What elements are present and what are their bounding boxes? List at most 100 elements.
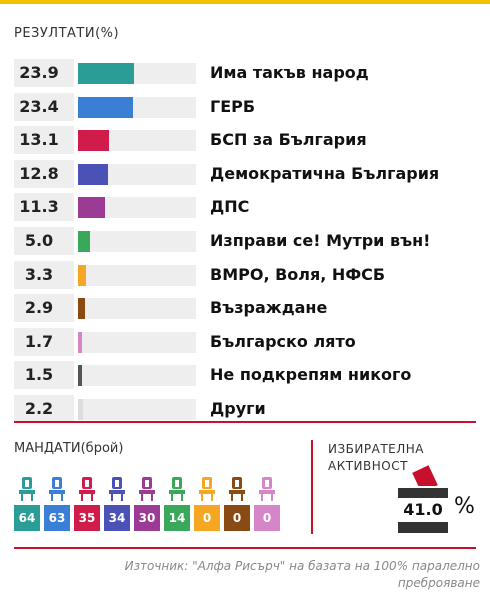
bar-track <box>78 365 196 387</box>
bar-track <box>78 331 196 353</box>
seat-count-value: 34 <box>104 505 130 531</box>
value-label: 23.9 <box>19 63 59 82</box>
chair-icon <box>109 477 125 501</box>
chair-icon <box>19 477 35 501</box>
value-box <box>14 59 74 87</box>
party-label: Демократична България <box>210 163 440 183</box>
bar-track <box>78 163 196 185</box>
results-title: РЕЗУЛТАТИ(%) <box>14 26 120 41</box>
result-row: 1.7 Българско лято <box>14 326 464 360</box>
party-label: ГЕРБ <box>210 96 256 116</box>
value-box <box>14 361 74 390</box>
value-label: 1.7 <box>24 331 54 351</box>
bar <box>78 63 135 84</box>
bar <box>78 365 82 387</box>
result-row: 12.8 Демократична България <box>14 158 464 192</box>
seat-count-value: 0 <box>254 505 280 531</box>
chair-icon <box>79 477 95 501</box>
bar-track <box>78 398 196 420</box>
party-label: ДПС <box>210 197 250 217</box>
bar-track <box>78 230 196 252</box>
result-row: 23.9 Има такъв народ <box>14 57 464 91</box>
bar <box>78 331 82 353</box>
top-accent-bar <box>0 0 490 4</box>
value-label: 23.4 <box>19 96 59 116</box>
seat-count-value: 30 <box>134 505 160 531</box>
result-row: 13.1 БСП за България <box>14 124 464 158</box>
results-chart: 23.9 Има такъв народ 23.4 ГЕРБ 13.1 БСП за Бъ… <box>14 57 464 427</box>
source-note: Източник: "Алфа Рисърч" на базата на 100… <box>124 559 480 590</box>
seat-count: 14 <box>164 475 190 533</box>
bar-track <box>78 130 196 152</box>
value-label: 2.2 <box>24 398 54 418</box>
bar <box>78 230 90 252</box>
result-row: 2.2 Други <box>14 393 464 427</box>
bar-track <box>78 264 196 286</box>
party-label: Други <box>210 398 266 418</box>
result-row: 23.4 ГЕРБ <box>14 91 464 125</box>
result-row: 3.3 ВМРО, Воля, НФСБ <box>14 259 464 293</box>
bar <box>78 264 86 286</box>
value-label: 5.0 <box>24 230 54 250</box>
bar <box>78 398 84 420</box>
chair-icon <box>139 477 155 501</box>
bar-track <box>78 96 196 118</box>
seat-count: 34 <box>104 475 130 533</box>
value-box <box>14 159 74 188</box>
value-label: 1.5 <box>24 365 54 385</box>
mandates-title: МАНДАТИ(брой) <box>14 441 124 456</box>
party-label: ВМРО, Воля, НФСБ <box>210 264 386 284</box>
chair-icon <box>199 477 215 501</box>
bar-track <box>78 298 196 320</box>
bar <box>78 197 105 219</box>
chair-icon <box>169 477 185 501</box>
seat-count: 0 <box>254 475 280 533</box>
bar <box>78 130 109 152</box>
chair-icon <box>259 477 275 501</box>
bar-track <box>78 197 196 219</box>
seat-count: 35 <box>74 475 100 533</box>
bar <box>78 298 85 320</box>
value-label: 11.3 <box>19 197 59 217</box>
result-row: 2.9 Възраждане <box>14 292 464 326</box>
result-row: 5.0 Изправи се! Мутри вън! <box>14 225 464 259</box>
chair-icon <box>229 477 245 501</box>
value-label: 12.8 <box>19 163 59 183</box>
bar-track <box>78 63 196 84</box>
seat-count-value: 14 <box>164 505 190 531</box>
value-box <box>14 327 74 356</box>
party-label: БСП за България <box>210 130 367 150</box>
seat-count: 0 <box>194 475 220 533</box>
party-label: Възраждане <box>210 298 328 318</box>
seat-count-value: 0 <box>194 505 220 531</box>
value-label: 13.1 <box>19 130 59 150</box>
value-label: 2.9 <box>24 298 54 318</box>
value-box <box>14 394 74 423</box>
result-row: 11.3 ДПС <box>14 191 464 225</box>
bar <box>78 163 109 185</box>
turnout-title: ИЗБИРАТЕЛНА АКТИВНОСТ <box>328 442 424 473</box>
seat-count: 0 <box>224 475 250 533</box>
party-label: Българско лято <box>210 331 356 351</box>
value-box <box>14 92 74 121</box>
seat-count: 64 <box>14 475 40 533</box>
turnout-unit: % <box>454 494 475 519</box>
value-label: 3.3 <box>24 264 54 284</box>
seat-count: 30 <box>134 475 160 533</box>
seat-count-value: 0 <box>224 505 250 531</box>
value-box <box>14 260 74 289</box>
ballot-slot <box>398 486 448 488</box>
party-label: Не подкрепям никого <box>210 365 412 385</box>
results-divider <box>14 421 476 423</box>
seat-count-value: 64 <box>14 505 40 531</box>
section-divider <box>311 440 313 534</box>
value-box <box>14 193 74 222</box>
seat-count: 63 <box>44 475 70 533</box>
footer-divider <box>14 547 476 549</box>
seat-count-value: 63 <box>44 505 70 531</box>
value-box <box>14 294 74 323</box>
turnout-value: 41.0 <box>398 498 448 522</box>
party-label: Изправи се! Мутри вън! <box>210 230 431 250</box>
value-box <box>14 226 74 255</box>
seat-count-value: 35 <box>74 505 100 531</box>
